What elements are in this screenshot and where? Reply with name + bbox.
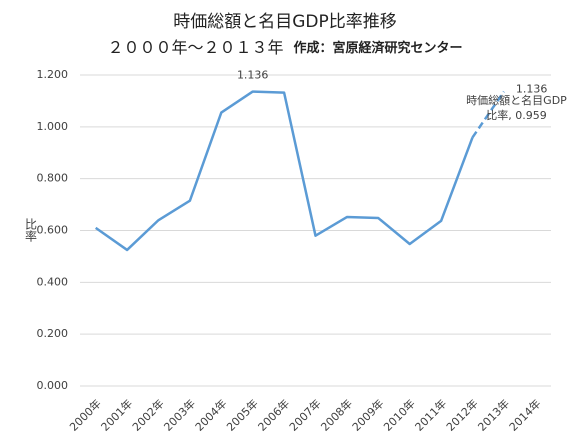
- subtitle-line: ２０００年～２０１３年 作成：宮原経済研究センター: [107, 38, 462, 57]
- x-tick-label: 2003年: [161, 396, 198, 433]
- y-tick-label: 0.400: [37, 275, 69, 288]
- y-tick-label: 0.800: [37, 172, 69, 185]
- y-tick-label: 1.200: [37, 68, 69, 81]
- source: 作成：宮原経済研究センター: [294, 40, 463, 56]
- y-axis-label: 比率: [24, 218, 38, 242]
- y-tick-label: 0.000: [37, 379, 69, 392]
- line: [94, 90, 474, 252]
- y-tick-label: 1.000: [37, 120, 69, 133]
- x-tick-label: 2002年: [129, 396, 166, 433]
- data-label: 時価総額と名目GDP比率, 0.959: [466, 94, 567, 123]
- x-tick-label: 2007年: [286, 396, 323, 433]
- x-tick-label: 2010年: [380, 396, 417, 433]
- x-tick-label: 2013年: [475, 396, 512, 433]
- x-tick-label: 2006年: [255, 396, 292, 433]
- x-tick-label: 2012年: [443, 396, 480, 433]
- x-tick-label: 2001年: [98, 396, 135, 433]
- x-tick-label: 2008年: [318, 396, 355, 433]
- x-tick-label: 2014年: [506, 396, 543, 433]
- subtitle: ２０００年～２０１３年: [107, 38, 283, 57]
- x-tick-label: 2004年: [192, 396, 229, 433]
- x-tick-label: 2011年: [412, 396, 449, 433]
- line-dashed: [471, 90, 505, 139]
- x-tick-label: 2009年: [349, 396, 386, 433]
- y-tick-label: 0.600: [37, 224, 69, 237]
- data-label: 1.136: [237, 69, 269, 82]
- x-tick-label: 2000年: [66, 396, 103, 433]
- y-tick-label: 0.200: [37, 327, 69, 340]
- chart-title: 時価総額と名目GDP比率推移: [173, 12, 397, 32]
- x-tick-label: 2005年: [223, 396, 260, 433]
- data-label: 1.136: [516, 83, 548, 96]
